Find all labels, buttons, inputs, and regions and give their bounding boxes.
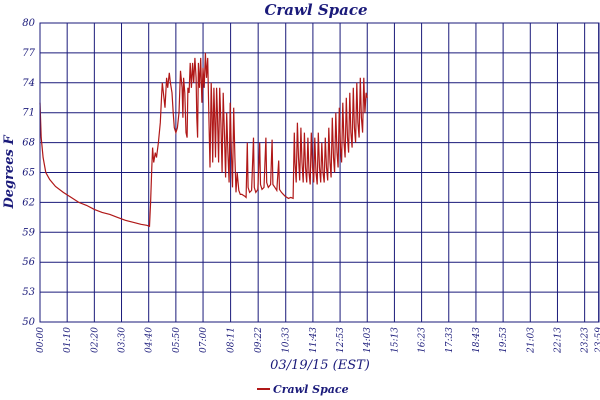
x-tick-label: 05:50 xyxy=(172,327,182,353)
chart-title: Crawl Space xyxy=(264,1,367,19)
x-axis-label: 03/19/15 (EST) xyxy=(270,358,370,373)
x-tick-label: 18:43 xyxy=(472,327,482,353)
x-tick-label: 21:03 xyxy=(526,327,536,354)
x-tick-label: 01:10 xyxy=(63,327,73,353)
x-tick-label: 16:23 xyxy=(418,327,428,353)
series-layer xyxy=(39,52,368,228)
y-axis-label: Degrees F xyxy=(2,135,17,210)
x-tick-label: 14:03 xyxy=(363,327,373,353)
x-tick-label: 09:22 xyxy=(254,327,264,353)
x-tick-label: 22:13 xyxy=(553,327,563,354)
y-tick-label: 50 xyxy=(22,317,35,328)
x-tick-label: 00:00 xyxy=(36,327,46,353)
y-tick-label: 65 xyxy=(22,168,35,179)
x-tick-label: 04:40 xyxy=(145,327,155,353)
x-tick-label: 17:33 xyxy=(445,327,455,353)
legend: Crawl Space xyxy=(257,383,349,396)
y-tick-label: 56 xyxy=(22,257,35,268)
x-tick-label: 10:33 xyxy=(282,327,292,353)
y-tick-label: 53 xyxy=(22,287,35,298)
x-tick-label: 02:20 xyxy=(90,327,100,353)
y-tick-label: 71 xyxy=(22,108,35,119)
legend-label: Crawl Space xyxy=(273,383,349,396)
x-tick-label: 23:23 xyxy=(581,327,591,354)
y-tick-label: 74 xyxy=(22,78,35,89)
x-tick-label: 23:59 xyxy=(595,327,600,354)
plot-frame xyxy=(39,22,600,323)
y-axis-ticks: 50 53 56 59 62 65 68 71 74 77 80 xyxy=(22,18,35,328)
x-axis-ticks: 00:00 01:10 02:20 03:30 04:40 05:50 07:00 08:11… xyxy=(36,327,600,354)
y-tick-label: 77 xyxy=(22,48,35,59)
y-tick-label: 59 xyxy=(22,227,35,238)
y-tick-label: 80 xyxy=(22,18,35,29)
x-tick-label: 03:30 xyxy=(118,327,128,353)
x-tick-label: 15:13 xyxy=(390,327,400,353)
y-tick-label: 62 xyxy=(22,197,35,208)
x-tick-label: 07:00 xyxy=(199,327,209,353)
x-tick-label: 12:53 xyxy=(336,327,346,353)
x-tick-label: 08:11 xyxy=(227,327,237,353)
x-tick-label: 19:53 xyxy=(499,327,509,353)
x-tick-label: 11:43 xyxy=(309,327,319,353)
y-tick-label: 68 xyxy=(22,138,35,149)
series-line-crawl-space xyxy=(39,52,368,228)
